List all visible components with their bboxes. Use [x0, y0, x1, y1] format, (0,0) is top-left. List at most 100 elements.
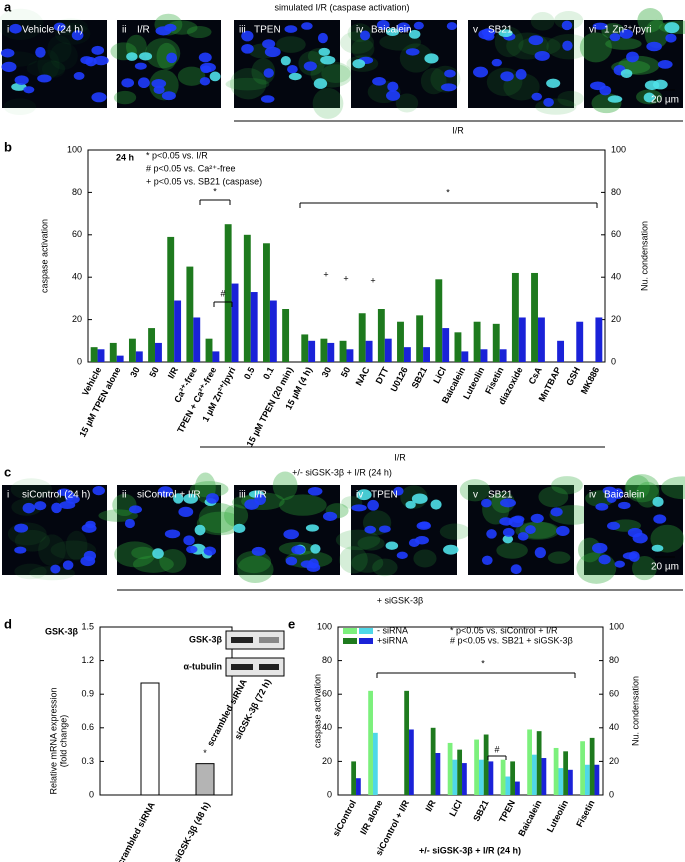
panel-title: +/- siGSK-3β + I/R (24 h) [292, 467, 392, 477]
y-tick-label: 0 [609, 789, 614, 799]
cytoplasm [339, 546, 368, 574]
nucleus [562, 40, 573, 51]
cytoplasm [196, 511, 244, 536]
bar [368, 690, 373, 795]
nucleus [262, 39, 276, 49]
nucleus [396, 551, 408, 559]
nucleus [664, 22, 680, 34]
image-label: I/R [254, 490, 267, 501]
blot [225, 630, 285, 650]
image-label: siControl (24 h) [22, 490, 90, 501]
nucleus [263, 68, 274, 78]
bar [231, 283, 239, 362]
cytoplasm [272, 471, 298, 501]
x-tick-label: 50 [147, 365, 161, 379]
bar [308, 340, 316, 362]
bar [568, 769, 573, 795]
bar [553, 747, 559, 795]
x-tick-label: siGSK-3β (48 h) [172, 800, 212, 862]
bar [140, 682, 160, 796]
nucleus [320, 55, 336, 65]
nucleus [200, 65, 212, 74]
bracket-label: I/R [394, 452, 406, 462]
image-label: Baicalein [604, 490, 645, 501]
bar [589, 737, 595, 795]
nucleus [387, 81, 399, 92]
x-tick-label: SB21 [410, 365, 429, 390]
nucleus [307, 486, 323, 496]
nucleus [0, 48, 15, 58]
x-tick-label: LiCl [447, 798, 464, 818]
nucleus [614, 560, 625, 568]
bar [576, 321, 584, 362]
bar [454, 332, 462, 362]
bar [377, 309, 385, 362]
x-tick-label: MK886 [579, 365, 601, 395]
nucleus [14, 546, 27, 554]
nucleus [595, 503, 609, 511]
nucleus [511, 515, 525, 523]
nucleus [153, 85, 165, 94]
nucleus [164, 23, 177, 32]
cytoplasm [351, 38, 375, 60]
image-number: v [473, 25, 478, 36]
y-tick-label: 40 [72, 272, 82, 282]
nucleus [51, 502, 62, 514]
legend-label: - siRNA [377, 625, 408, 635]
bar [483, 734, 489, 795]
nucleus [34, 501, 47, 511]
cytoplasm [372, 558, 398, 577]
scale-label: 20 µm [651, 95, 679, 106]
annotation: * p<0.05 vs. I/R [146, 150, 208, 160]
cytoplasm [285, 551, 333, 569]
bar [563, 751, 569, 795]
bar [263, 243, 270, 362]
nucleus [64, 491, 75, 501]
cytoplasm [41, 60, 66, 78]
cytoplasm [26, 59, 66, 78]
bar [499, 349, 507, 362]
band-label: α-tubulin [183, 661, 222, 671]
nucleus [644, 80, 660, 91]
nucleus [405, 48, 420, 56]
cytoplasm [357, 536, 385, 551]
cytoplasm [98, 509, 138, 522]
cytoplasm [0, 8, 44, 41]
cytoplasm [225, 77, 270, 91]
cytoplasm [47, 35, 72, 63]
nucleus [351, 504, 367, 512]
nucleus [251, 546, 266, 556]
cytoplasm [547, 551, 571, 564]
bar [461, 351, 469, 362]
cytoplasm [186, 26, 212, 39]
bar [339, 340, 347, 362]
nucleus [352, 59, 366, 69]
nucleus [260, 95, 275, 103]
annotation: # p<0.05 vs. SB21 + siGSK-3β [450, 635, 573, 645]
bar [167, 236, 175, 362]
nucleus [209, 71, 221, 82]
nucleus [157, 486, 173, 497]
bar [435, 279, 443, 362]
legend-swatch [359, 638, 373, 644]
x-tick-label: LiCl [431, 365, 448, 385]
nucleus [313, 78, 328, 89]
nucleus [139, 52, 153, 61]
nucleus [322, 511, 338, 521]
image-label: SB21 [488, 25, 513, 36]
nucleus [1, 61, 17, 73]
nucleus [607, 521, 621, 531]
y-tick-label: 20 [611, 314, 621, 324]
cytoplasm [496, 542, 528, 559]
bar [384, 338, 392, 362]
bar [423, 347, 430, 362]
bar [527, 729, 532, 795]
nucleus [91, 45, 105, 55]
nucleus [443, 544, 459, 555]
nucleus [73, 71, 85, 80]
nucleus [206, 493, 219, 504]
nucleus [446, 22, 457, 31]
x-tick-label: 50 [339, 365, 353, 379]
bar [346, 349, 354, 362]
x-tick-label: DTT [374, 365, 391, 386]
